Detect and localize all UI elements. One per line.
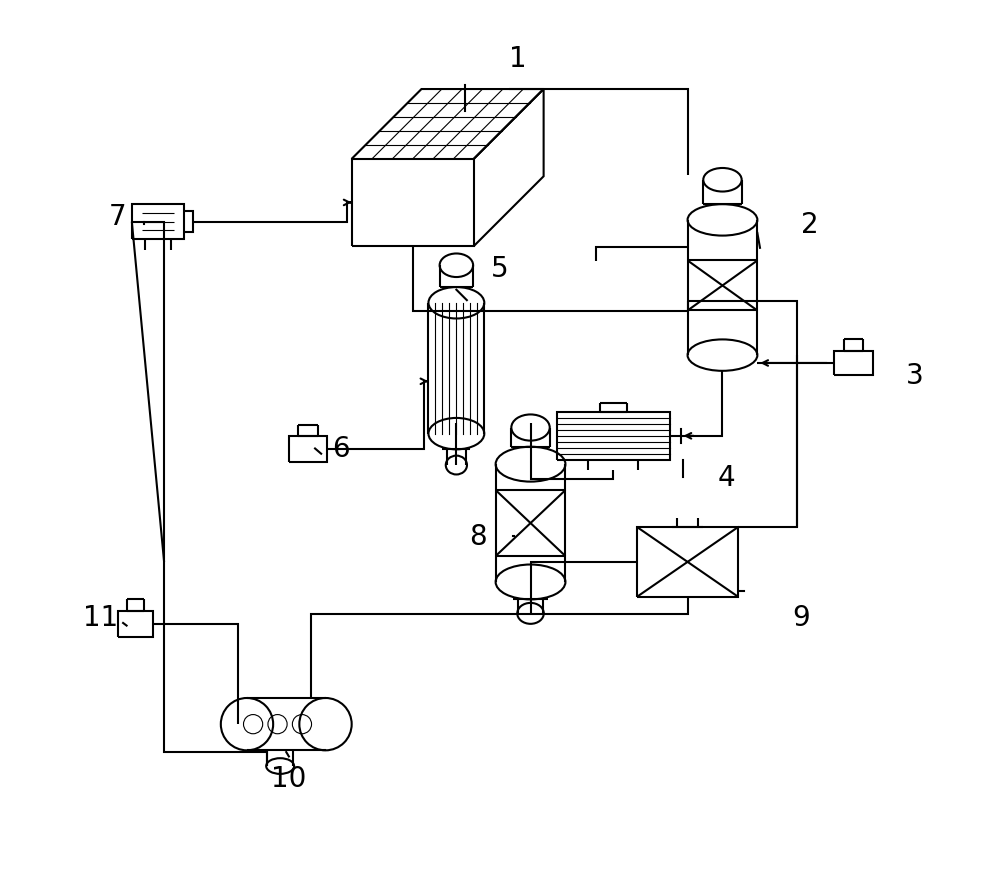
Text: 5: 5 (491, 254, 509, 282)
Text: 6: 6 (332, 435, 350, 463)
Text: 10: 10 (271, 765, 307, 792)
Text: 7: 7 (109, 203, 127, 231)
Text: 11: 11 (83, 603, 118, 631)
Text: 9: 9 (792, 603, 810, 631)
Text: 8: 8 (469, 522, 487, 550)
Text: 2: 2 (801, 211, 819, 239)
Text: 3: 3 (906, 362, 923, 389)
Text: 1: 1 (509, 46, 526, 74)
Text: 4: 4 (718, 464, 736, 492)
